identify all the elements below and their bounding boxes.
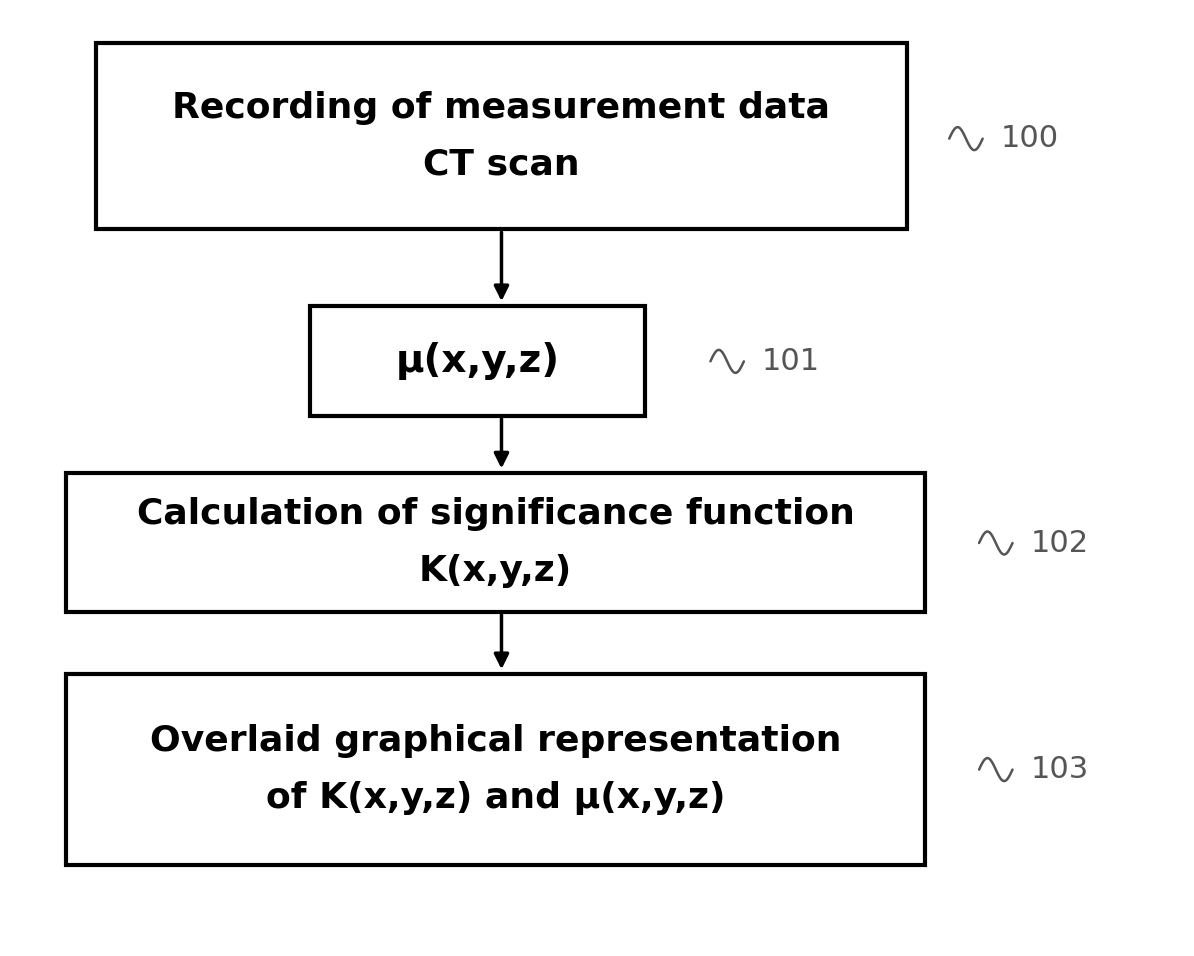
Text: CT scan: CT scan: [423, 148, 580, 182]
Text: 102: 102: [1030, 529, 1089, 557]
FancyBboxPatch shape: [66, 674, 925, 865]
Text: 103: 103: [1030, 755, 1089, 784]
Text: of K(x,y,z) and μ(x,y,z): of K(x,y,z) and μ(x,y,z): [266, 781, 725, 815]
Text: Calculation of significance function: Calculation of significance function: [136, 497, 855, 531]
Text: 101: 101: [762, 347, 820, 376]
Text: 100: 100: [1001, 124, 1059, 153]
FancyBboxPatch shape: [66, 473, 925, 612]
Text: μ(x,y,z): μ(x,y,z): [395, 342, 560, 380]
FancyBboxPatch shape: [96, 43, 907, 229]
Text: Overlaid graphical representation: Overlaid graphical representation: [149, 724, 842, 758]
FancyBboxPatch shape: [310, 306, 645, 416]
Text: Recording of measurement data: Recording of measurement data: [172, 91, 831, 124]
Text: K(x,y,z): K(x,y,z): [419, 554, 572, 588]
